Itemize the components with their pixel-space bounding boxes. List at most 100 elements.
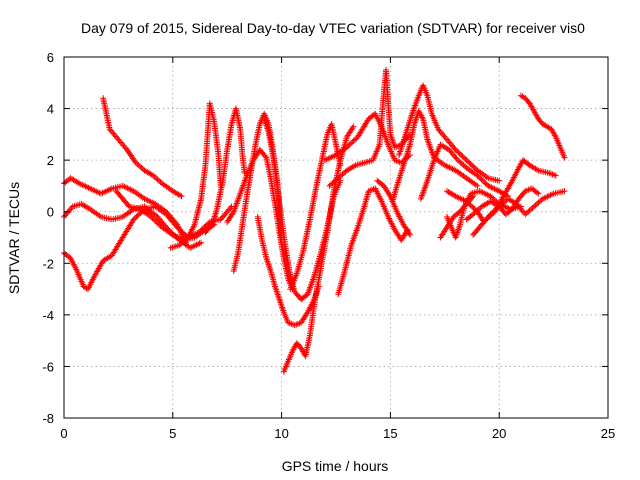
y-axis-label: SDTVAR / TECUs	[6, 182, 22, 294]
data-point	[470, 204, 477, 211]
data-point	[229, 210, 236, 217]
data-point	[467, 161, 474, 168]
data-point	[346, 141, 353, 148]
data-point	[488, 211, 495, 218]
data-point	[474, 182, 481, 189]
data-point	[470, 193, 477, 200]
series-arc-14	[322, 110, 413, 166]
data-point	[463, 157, 470, 164]
data-point	[452, 146, 459, 153]
data-point	[459, 153, 466, 160]
data-point	[153, 175, 160, 182]
x-tick-label: 0	[60, 426, 67, 441]
y-tick-label: -8	[42, 411, 54, 426]
data-point	[134, 161, 141, 168]
data-point	[138, 164, 145, 171]
series-arc-9	[224, 146, 296, 293]
series-arc-24	[517, 92, 568, 161]
series-arc-11	[261, 115, 344, 303]
data-point	[451, 145, 458, 152]
data-point	[478, 176, 485, 183]
data-point	[178, 228, 185, 235]
data-point	[179, 239, 186, 246]
data-point	[466, 159, 473, 166]
data-point	[535, 190, 542, 197]
data-point	[477, 175, 484, 182]
data-point	[533, 166, 540, 173]
data-point	[474, 172, 481, 179]
data-point	[74, 179, 81, 186]
data-point	[179, 229, 186, 236]
data-point	[156, 221, 163, 228]
data-point	[350, 123, 357, 130]
data-point	[455, 149, 462, 156]
data-point	[150, 172, 157, 179]
data-series	[61, 66, 568, 375]
data-point	[134, 212, 141, 219]
data-point	[467, 202, 474, 209]
y-tick-label: 4	[47, 102, 54, 117]
data-point	[561, 188, 568, 195]
x-tick-label: 10	[274, 426, 288, 441]
data-point	[386, 191, 393, 198]
series-arc-21	[443, 188, 568, 226]
data-point	[333, 176, 340, 183]
data-point	[469, 162, 475, 169]
data-point	[525, 208, 532, 215]
data-point	[337, 162, 344, 169]
data-point	[157, 179, 164, 186]
data-point	[472, 208, 479, 215]
data-point	[156, 177, 163, 184]
data-point	[522, 211, 529, 218]
series-arc-25	[374, 177, 413, 238]
series-arc-18	[396, 82, 503, 184]
data-point	[153, 219, 160, 226]
series-arc-17	[389, 108, 481, 205]
y-tick-label: 0	[47, 205, 54, 220]
data-point	[177, 240, 184, 247]
axes: 0 5 10 15 20 25 -8 -6 -4 -2 0 2 4 6	[42, 50, 615, 441]
data-point	[338, 172, 345, 179]
data-point	[327, 181, 334, 188]
data-point	[135, 162, 142, 169]
series-arc-10	[254, 213, 322, 329]
data-point	[470, 211, 477, 218]
data-point	[502, 198, 509, 205]
data-point	[178, 193, 185, 200]
data-point	[137, 163, 144, 170]
data-point	[462, 163, 469, 170]
data-point	[475, 173, 482, 180]
data-point	[526, 207, 533, 214]
data-point	[343, 144, 350, 151]
data-point	[451, 192, 458, 199]
data-point	[453, 155, 460, 162]
y-tick-label: -6	[42, 359, 54, 374]
data-point	[534, 189, 541, 196]
data-point	[182, 237, 189, 244]
data-point	[149, 215, 156, 222]
series-arc-19	[417, 141, 511, 202]
data-point	[475, 206, 482, 213]
data-point	[533, 200, 540, 207]
series-arc-13	[287, 121, 344, 293]
data-point	[523, 210, 530, 217]
chart-title: Day 079 of 2015, Sidereal Day-to-day VTE…	[81, 20, 585, 36]
y-tick-label: 2	[47, 153, 54, 168]
data-point	[335, 175, 342, 182]
data-point	[538, 197, 545, 204]
data-point	[174, 224, 181, 231]
data-point	[152, 217, 159, 224]
series-arc-7	[202, 105, 248, 236]
data-point	[457, 159, 464, 166]
data-point	[351, 163, 358, 170]
data-point	[262, 153, 269, 160]
data-point	[151, 173, 158, 180]
data-point	[172, 222, 179, 229]
series-arc-4	[100, 95, 185, 200]
data-point	[462, 155, 469, 162]
data-point	[180, 230, 187, 237]
data-point	[456, 158, 463, 165]
data-point	[154, 176, 161, 183]
data-point	[132, 159, 139, 166]
